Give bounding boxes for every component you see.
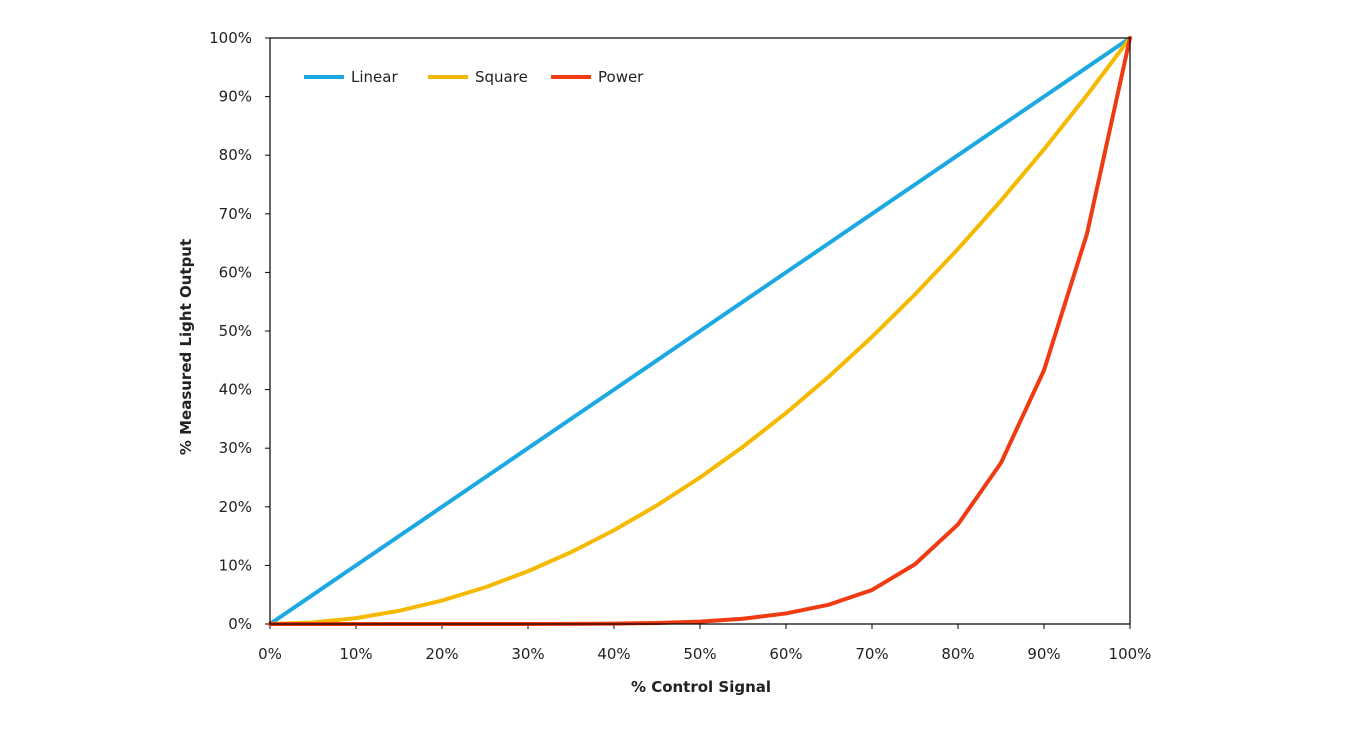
legend-label-power: Power xyxy=(598,68,644,86)
y-tick-label: 100% xyxy=(209,29,252,47)
y-tick-label: 40% xyxy=(219,381,252,399)
x-tick-label: 30% xyxy=(511,645,544,663)
y-axis-tick-labels: 0% 10% 20% 30% 40% 50% 60% 70% 80% 90% 100% xyxy=(209,29,252,633)
x-tick-label: 0% xyxy=(258,645,282,663)
legend: Linear Square Power xyxy=(304,68,644,86)
x-axis-title: % Control Signal xyxy=(631,678,771,696)
x-axis-tick-labels: 0% 10% 20% 30% 40% 50% 60% 70% 80% 90% 100% xyxy=(258,645,1151,663)
x-tick-label: 50% xyxy=(683,645,716,663)
y-tick-label: 0% xyxy=(228,615,252,633)
y-axis-title: % Measured Light Output xyxy=(177,239,195,455)
y-tick-label: 50% xyxy=(219,322,252,340)
series-line-square xyxy=(268,36,1132,626)
x-tick-label: 20% xyxy=(425,645,458,663)
series-lines xyxy=(268,36,1132,626)
y-tick-label: 70% xyxy=(219,205,252,223)
y-tick-label: 90% xyxy=(219,88,252,106)
y-tick-label: 10% xyxy=(219,556,252,574)
x-tick-label: 70% xyxy=(855,645,888,663)
series-line-linear xyxy=(268,36,1132,626)
legend-label-square: Square xyxy=(475,68,528,86)
x-tick-label: 80% xyxy=(941,645,974,663)
legend-label-linear: Linear xyxy=(351,68,398,86)
x-tick-label: 40% xyxy=(597,645,630,663)
x-tick-label: 90% xyxy=(1027,645,1060,663)
y-tick-label: 60% xyxy=(219,263,252,281)
x-tick-label: 100% xyxy=(1109,645,1152,663)
x-tick-label: 60% xyxy=(769,645,802,663)
y-tick-label: 80% xyxy=(219,146,252,164)
y-tick-label: 20% xyxy=(219,498,252,516)
x-tick-label: 10% xyxy=(339,645,372,663)
plot-area-frame xyxy=(269,37,1131,625)
y-tick-label: 30% xyxy=(219,439,252,457)
